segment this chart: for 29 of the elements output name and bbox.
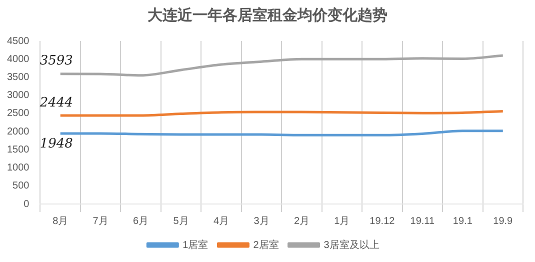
y-tick-label: 3000 [6,90,30,102]
data-label: 2444 [38,95,73,110]
legend-label: 1居室 [182,238,208,251]
y-tick-label: 4000 [6,54,30,65]
data-label: 1948 [40,136,73,152]
chart-title: 大连近一年各居室租金均价变化趋势 [146,6,388,25]
y-tick-label: 3500 [6,72,30,83]
x-tick-label: 19.12 [370,216,396,227]
x-tick-label: 7月 [92,216,108,227]
data-label: 3593 [40,54,73,69]
legend-label: 3居室及以上 [324,238,380,251]
y-tick-label: 500 [12,180,30,192]
x-tick-label: 1月 [334,216,350,227]
y-tick-label: 0 [24,198,30,210]
y-tick-label: 1000 [6,162,30,174]
x-tick-label: 19.1 [452,216,473,227]
x-tick-label: 19.9 [493,216,514,227]
x-tick-label: 2月 [294,216,310,227]
x-tick-label: 19.11 [410,216,435,227]
legend-label: 2居室 [253,238,279,251]
y-tick-label: 4500 [6,36,30,47]
y-tick-label: 1500 [6,144,30,156]
y-tick-label: 2500 [6,108,30,120]
x-tick-label: 8月 [52,216,68,227]
y-tick-label: 2000 [6,126,30,138]
x-tick-label: 3月 [254,216,270,227]
x-tick-label: 5月 [173,216,189,227]
x-tick-label: 4月 [214,216,230,227]
x-tick-label: 6月 [133,216,149,227]
